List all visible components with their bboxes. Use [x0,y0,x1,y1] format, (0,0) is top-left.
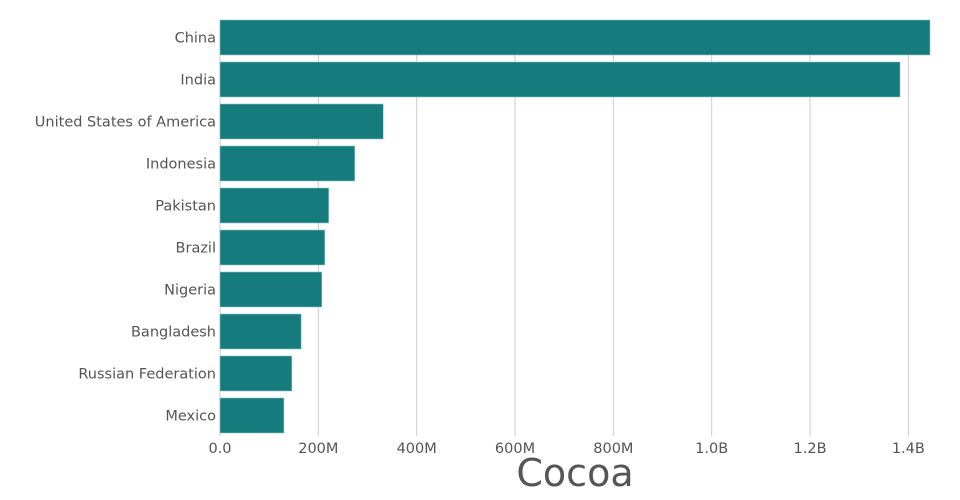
bar [219,271,323,308]
y-category-label: Mexico [165,409,216,425]
x-tick-label: 0.0 [208,441,231,457]
y-category-label: Brazil [176,241,216,257]
y-category-label: India [180,73,216,89]
y-category-label: Indonesia [146,157,216,173]
y-category-label: Russian Federation [78,367,216,383]
bar [219,229,326,266]
y-category-label: Bangladesh [131,325,216,341]
bar [219,61,901,98]
x-tick-label: 1.0B [695,441,728,457]
bar [219,397,285,434]
x-tick-label: 1.4B [892,441,925,457]
chart-title: Cocoa [516,451,633,495]
x-tick-label: 1.2B [794,441,827,457]
y-category-label: Nigeria [164,283,216,299]
x-tick-label: 800M [593,441,633,457]
bar [219,19,931,56]
x-tick-label: 200M [298,441,338,457]
bar [219,313,302,350]
bar [219,187,329,224]
y-category-label: Pakistan [155,199,216,215]
x-tick-label: 400M [397,441,437,457]
bar [219,103,384,140]
bar [219,145,356,182]
bar [219,355,293,392]
x-tick-label: 600M [495,441,535,457]
y-category-label: China [175,31,216,47]
y-category-label: United States of America [35,115,216,131]
